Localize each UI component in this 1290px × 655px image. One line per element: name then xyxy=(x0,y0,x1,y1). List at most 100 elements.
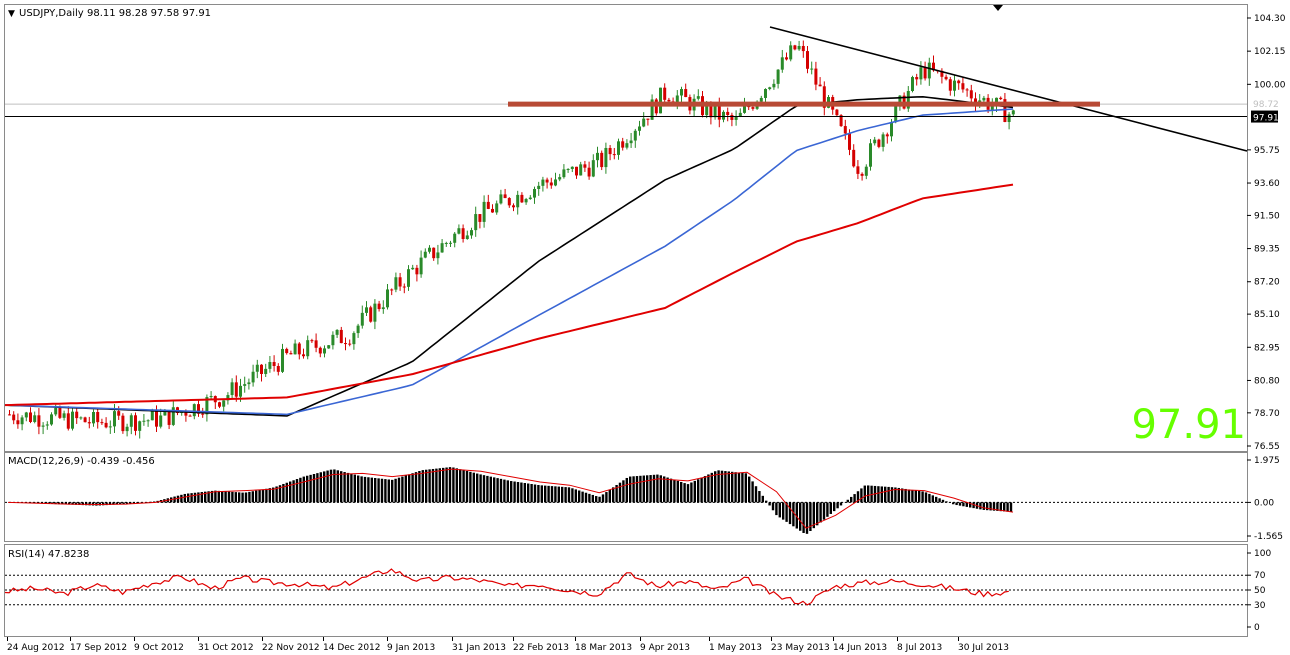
bear-candle xyxy=(12,414,16,421)
bear-candle xyxy=(877,139,881,147)
bear-candle xyxy=(285,348,289,354)
price-axis-label: 102.15 xyxy=(1254,47,1286,57)
bull-candle xyxy=(222,400,226,407)
bear-candle xyxy=(961,83,965,90)
bull-candle xyxy=(192,404,196,417)
bull-candle xyxy=(239,385,242,397)
bull-candle xyxy=(142,420,146,422)
bull-candle xyxy=(331,334,335,346)
bear-candle xyxy=(621,141,625,148)
macd-axis-label: 1.975 xyxy=(1254,456,1280,466)
bull-candle xyxy=(411,267,415,270)
bear-candle xyxy=(184,411,188,416)
bull-candle xyxy=(323,348,326,354)
rsi-line xyxy=(4,568,1009,606)
time-axis-label: 14 Dec 2012 xyxy=(323,643,381,653)
bull-candle xyxy=(356,325,360,334)
bull-candle xyxy=(713,104,717,118)
bear-candle xyxy=(969,90,973,99)
bull-candle xyxy=(953,80,956,91)
big-price-readout: 97.91 xyxy=(1131,402,1246,448)
bear-candle xyxy=(104,422,108,428)
bull-candle xyxy=(528,197,532,200)
bull-candle xyxy=(24,412,28,418)
bear-candle xyxy=(852,149,856,167)
macd-panel-frame xyxy=(4,452,1248,542)
bear-candle xyxy=(915,77,919,80)
ask-price-label: 98.72 xyxy=(1253,100,1279,110)
bear-candle xyxy=(234,382,238,397)
bull-candle xyxy=(780,57,784,70)
bull-candle xyxy=(365,307,368,313)
bear-candle xyxy=(100,422,104,424)
bull-candle xyxy=(554,179,557,186)
bear-candle xyxy=(999,97,1003,100)
bull-candle xyxy=(129,415,133,427)
bear-candle xyxy=(398,277,402,287)
bear-candle xyxy=(923,67,927,79)
bear-candle xyxy=(793,45,797,50)
bear-candle xyxy=(801,45,805,52)
bull-candle xyxy=(524,199,528,203)
bull-candle xyxy=(150,410,154,421)
bear-candle xyxy=(549,182,553,186)
bull-candle xyxy=(864,166,868,176)
bear-candle xyxy=(390,289,394,291)
bear-candle xyxy=(667,99,671,102)
price-axis-label: 100.00 xyxy=(1254,80,1286,90)
bull-candle xyxy=(566,168,570,170)
bull-candle xyxy=(428,247,431,252)
bull-candle xyxy=(1007,114,1011,122)
bear-candle xyxy=(339,329,343,344)
menu-triangle-icon[interactable]: ▼ xyxy=(8,9,15,19)
bull-candle xyxy=(264,368,268,374)
bull-candle xyxy=(79,417,83,419)
bear-candle xyxy=(29,412,32,422)
bear-candle xyxy=(503,194,507,199)
bull-candle xyxy=(171,407,175,425)
bear-candle xyxy=(948,79,952,91)
bull-candle xyxy=(591,160,595,177)
bull-candle xyxy=(92,411,95,424)
candles-layer xyxy=(8,40,1015,439)
bull-candle xyxy=(873,139,877,144)
bull-candle xyxy=(906,90,910,109)
macd-axis-label: -1.565 xyxy=(1254,532,1283,542)
bear-candle xyxy=(583,164,587,168)
bear-candle xyxy=(965,89,969,91)
bull-candle xyxy=(764,89,767,98)
rsi-axis-label: 30 xyxy=(1254,601,1266,611)
ask-price-box xyxy=(1251,98,1278,110)
moving-average-red xyxy=(4,183,1014,407)
bear-candle xyxy=(717,104,721,120)
bear-candle xyxy=(944,76,948,80)
rsi-axis-label: 100 xyxy=(1254,549,1271,559)
bull-candle xyxy=(360,312,364,326)
bear-candle xyxy=(37,415,41,427)
bear-candle xyxy=(289,353,293,355)
bull-candle xyxy=(255,364,259,372)
bull-candle xyxy=(381,307,385,310)
bear-candle xyxy=(856,166,860,174)
price-axis-label: 89.35 xyxy=(1254,245,1280,255)
bull-candle xyxy=(680,89,683,96)
bull-candle xyxy=(629,140,633,144)
bull-candle xyxy=(71,411,74,429)
bear-candle xyxy=(512,205,515,208)
bull-candle xyxy=(159,415,163,427)
bear-candle xyxy=(297,343,301,355)
bull-candle xyxy=(281,348,284,372)
bull-candle xyxy=(482,201,486,222)
bear-candle xyxy=(612,154,616,156)
descending-trendline[interactable] xyxy=(769,26,1248,152)
ohlc-readout: 98.11 98.28 97.58 97.91 xyxy=(87,8,211,19)
bull-candle xyxy=(789,45,793,60)
bear-candle xyxy=(197,404,200,414)
bear-candle xyxy=(58,407,62,418)
bear-candle xyxy=(218,402,221,407)
bull-candle xyxy=(659,87,662,114)
time-axis: 24 Aug 2012 17 Sep 2012 9 Oct 2012 31 Oct 2… xyxy=(7,637,1009,653)
shift-marker-icon[interactable] xyxy=(993,5,1003,11)
bear-candle xyxy=(932,62,935,71)
